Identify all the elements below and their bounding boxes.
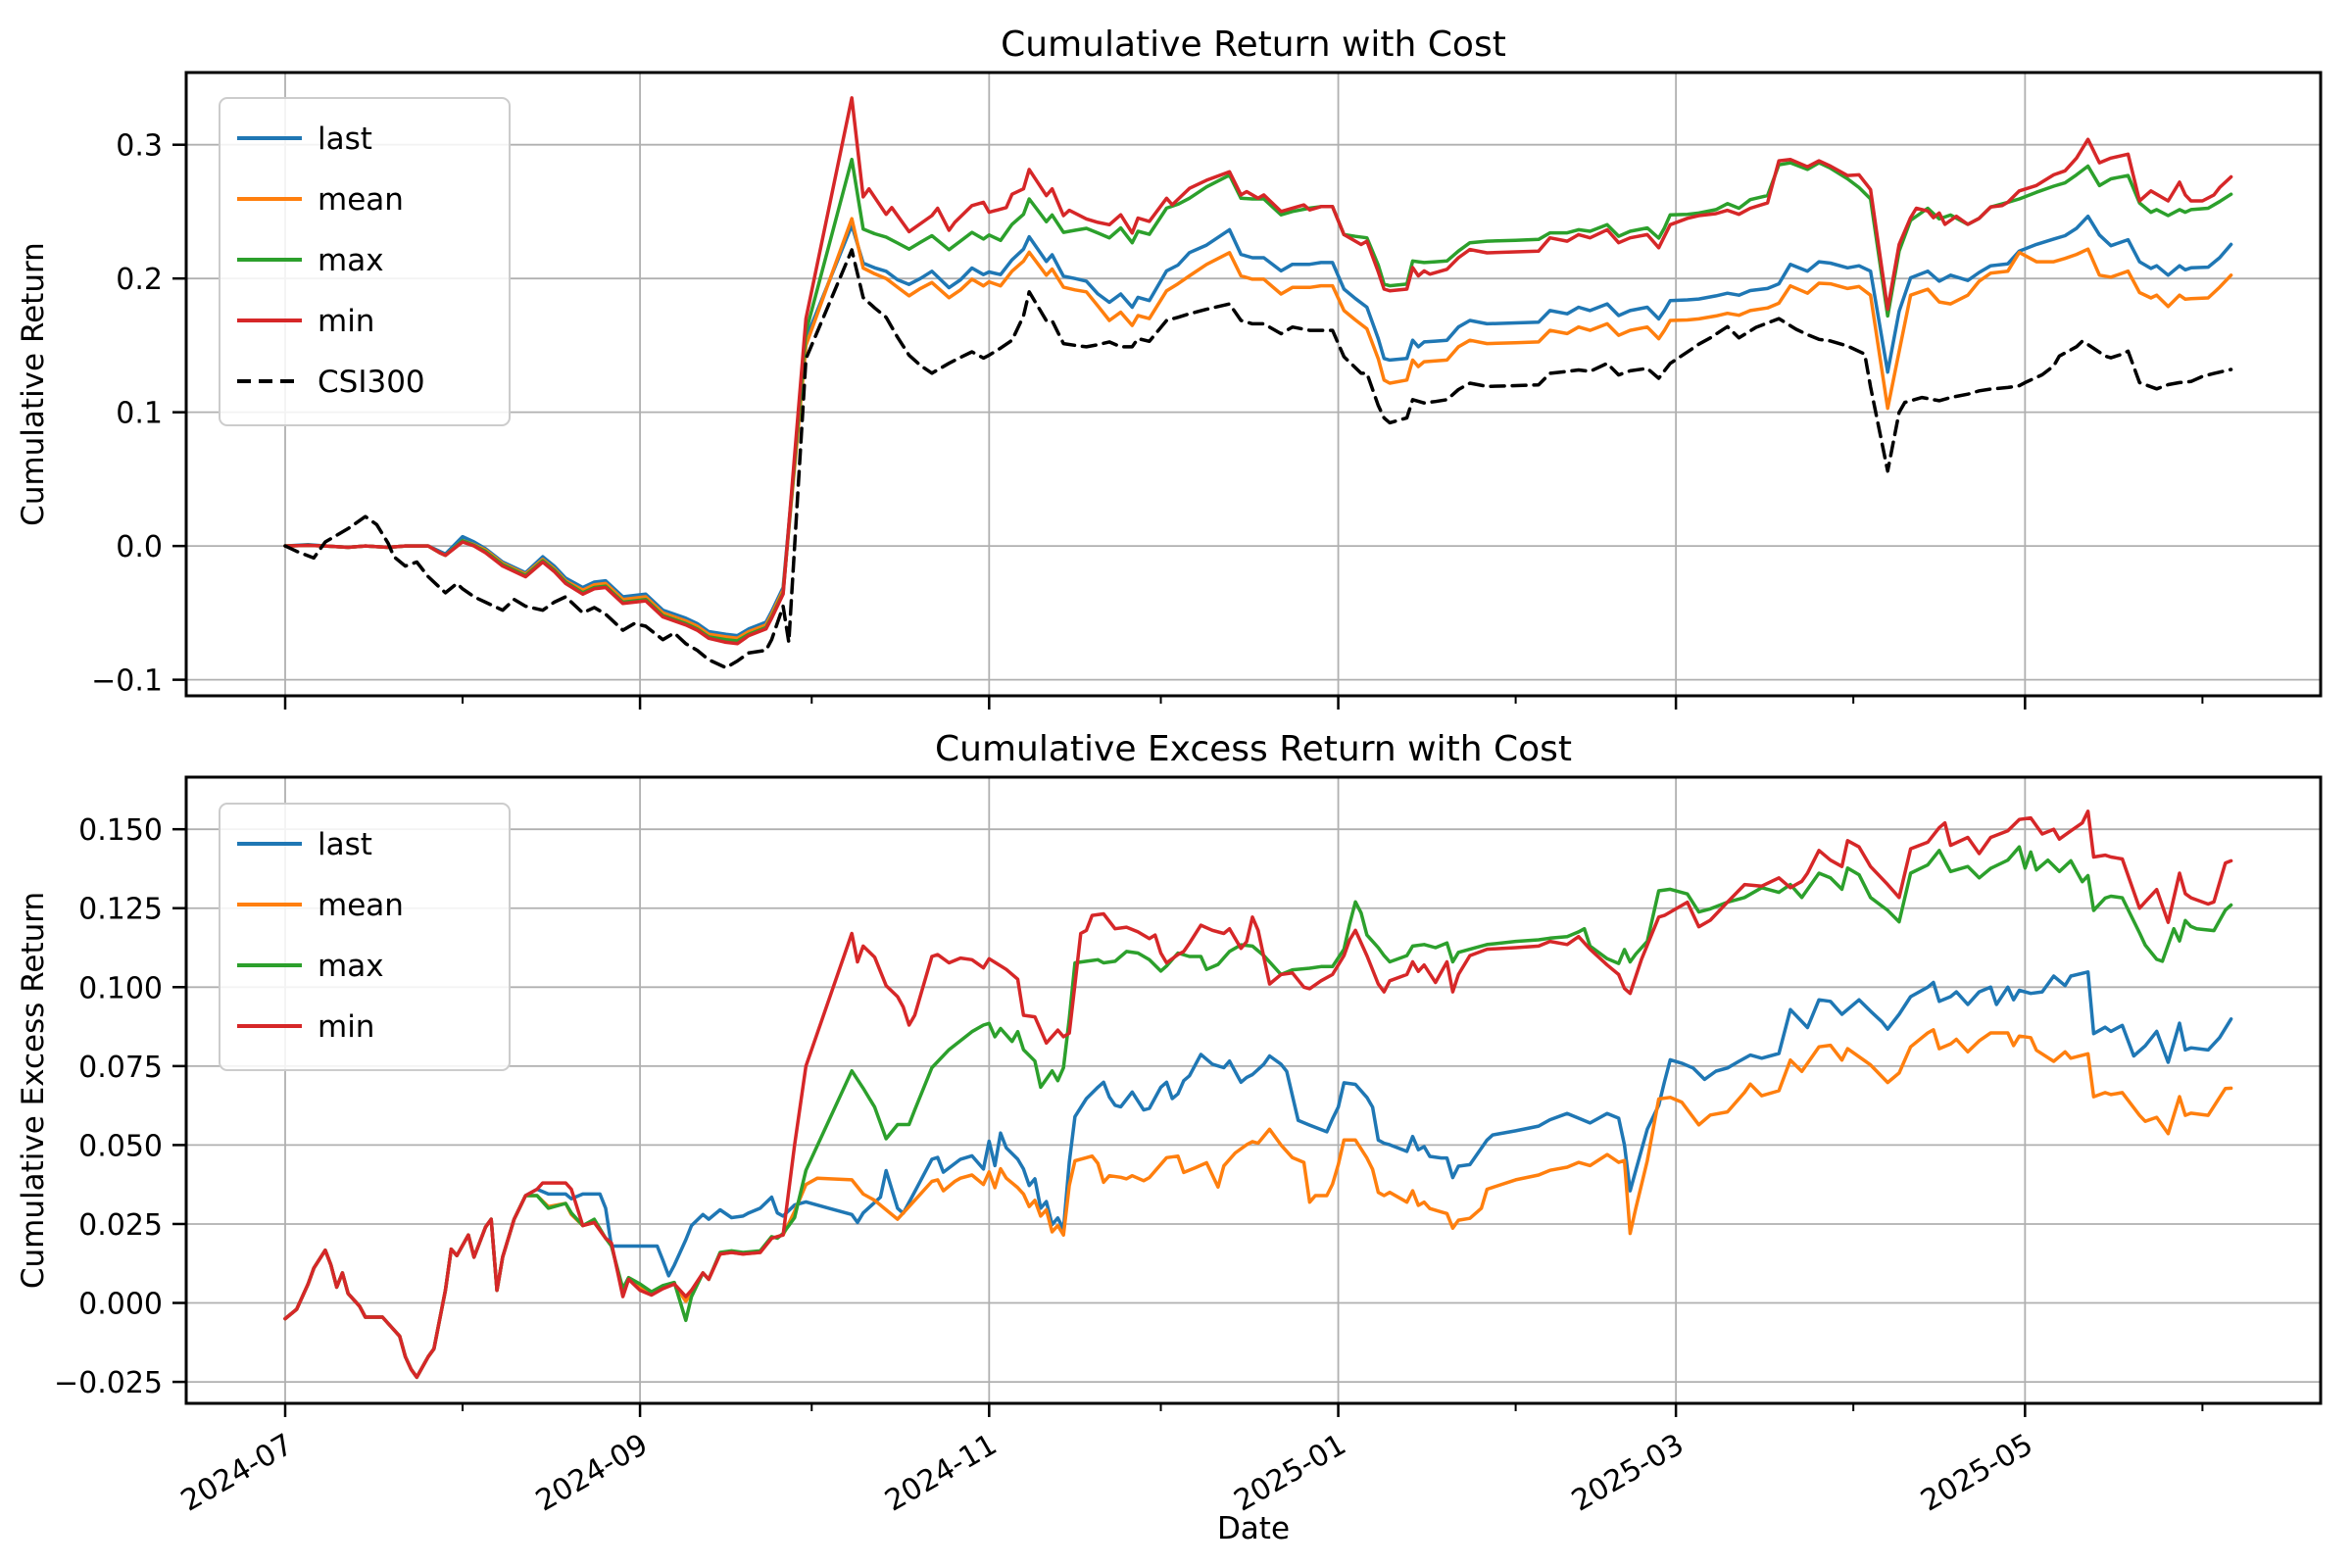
x-tick-label: 2024-07: [175, 1428, 299, 1519]
y-tick-label: 0.050: [78, 1129, 163, 1163]
legend-label-max: max: [318, 243, 384, 278]
chart-title: Cumulative Return with Cost: [1001, 24, 1506, 65]
y-tick-label: 0.025: [78, 1208, 163, 1243]
chart-title: Cumulative Excess Return with Cost: [935, 729, 1572, 769]
y-axis-label: Cumulative Excess Return: [16, 892, 51, 1289]
legend-label-max: max: [318, 949, 384, 984]
plot-area: [186, 73, 2321, 696]
x-tick-label: 2024-11: [879, 1428, 1003, 1519]
subplot-cumulative-return-with-cost: 0.3 0.2 0.1 0.0 −0.1 Cumulative Return with C…: [16, 24, 2323, 710]
y-axis-label: Cumulative Return: [16, 242, 51, 526]
y-tick-label: 0.125: [78, 893, 163, 927]
legend-label-min: min: [318, 304, 374, 339]
legend-label-last: last: [318, 122, 372, 157]
plot-border: [184, 71, 2323, 698]
x-tick-label: 2025-03: [1566, 1428, 1690, 1519]
y-tick-label: −0.1: [91, 664, 163, 699]
y-tick-label: 0.1: [116, 397, 163, 431]
series-line-min: [283, 809, 2233, 1380]
subplot-cumulative-excess-return-with-cost: 0.150 0.125 0.100 0.075 0.050 0.025 0.000 −0.02…: [16, 729, 2323, 1546]
legend: last mean max min: [219, 803, 511, 1071]
x-axis-label: Date: [1217, 1511, 1290, 1546]
y-tick-label: −0.025: [54, 1366, 163, 1400]
x-tick-label: 2025-05: [1915, 1428, 2038, 1519]
plot-area: [186, 777, 2321, 1403]
legend-label-min: min: [318, 1009, 374, 1045]
plot-border: [184, 775, 2323, 1405]
series-line-min: [283, 96, 2233, 646]
series-line-csi300: [283, 248, 2233, 670]
series-group: [283, 809, 2233, 1380]
legend-label-last: last: [318, 827, 372, 862]
legend-label-mean: mean: [318, 888, 404, 923]
x-tick-label: 2024-09: [530, 1428, 654, 1519]
y-tick-label: 0.100: [78, 971, 163, 1005]
y-tick-label: 0.075: [78, 1051, 163, 1085]
series-line-last: [283, 214, 2233, 638]
y-tick-label: 0.150: [78, 813, 163, 848]
series-line-last: [283, 970, 2233, 1380]
y-tick-label: 0.0: [116, 530, 163, 564]
y-tick-label: 0.3: [116, 129, 163, 164]
legend-box: [219, 97, 511, 426]
series-line-mean: [283, 217, 2233, 641]
y-tick-label: 0.000: [78, 1288, 163, 1322]
legend: last mean max min CSI300: [219, 97, 511, 426]
legend-label-mean: mean: [318, 182, 404, 218]
y-tick-label: 0.2: [116, 263, 163, 297]
legend-box: [219, 803, 511, 1071]
x-tick-label: 2025-01: [1228, 1428, 1351, 1519]
series-line-max: [283, 845, 2233, 1380]
legend-label-csi300: CSI300: [318, 365, 425, 400]
series-group: [283, 96, 2233, 670]
